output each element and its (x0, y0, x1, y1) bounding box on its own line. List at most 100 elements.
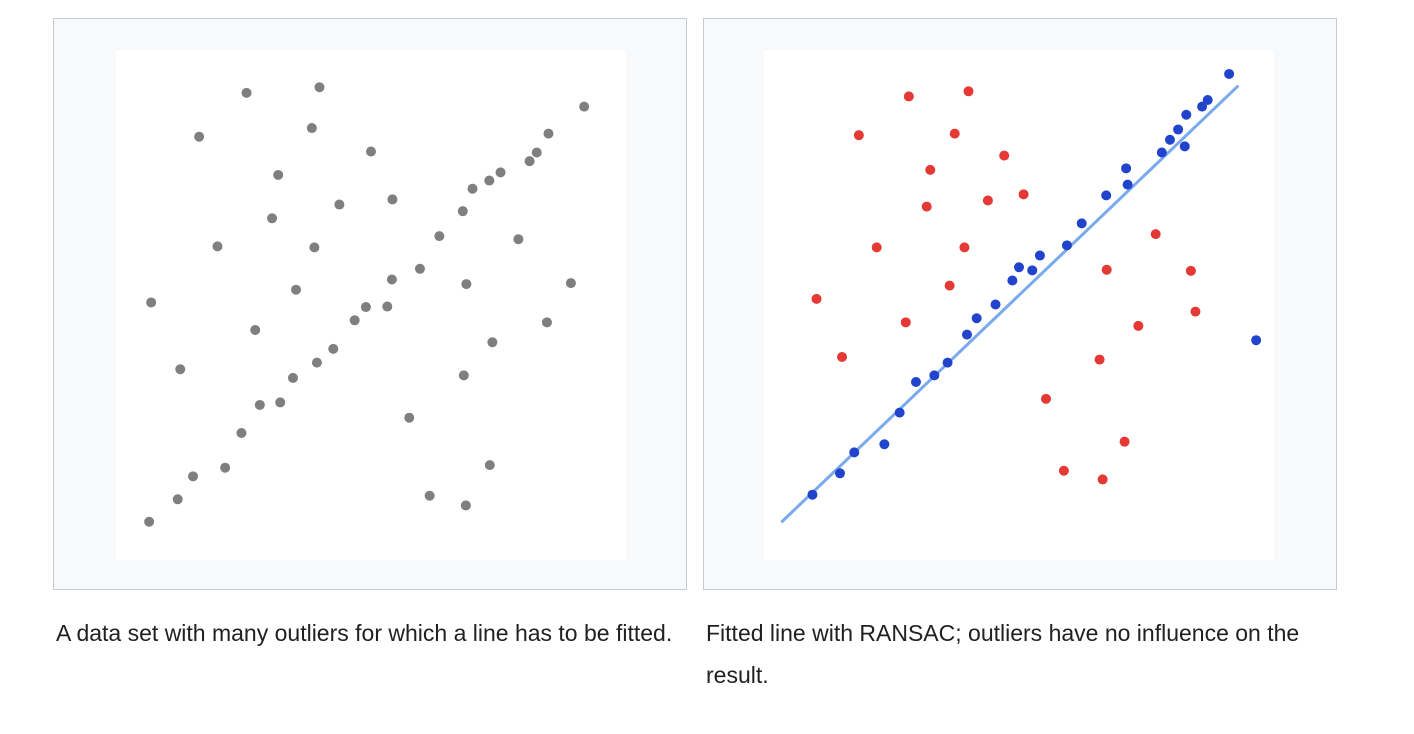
data-point (212, 241, 223, 252)
data-point (1179, 141, 1190, 152)
data-point (1041, 393, 1052, 404)
data-point (1101, 264, 1112, 275)
data-point (460, 500, 471, 511)
data-point (404, 412, 415, 423)
data-point (1014, 262, 1024, 273)
data-point (250, 324, 261, 335)
data-point (306, 123, 317, 134)
data-point (254, 399, 265, 410)
caption-right: Fitted line with RANSAC; outliers have n… (706, 620, 1300, 688)
data-point (424, 490, 435, 501)
data-point (871, 242, 882, 253)
data-point (541, 317, 552, 328)
data-point (944, 280, 955, 291)
data-point (1094, 354, 1105, 365)
data-point (1121, 163, 1132, 174)
data-point (1018, 189, 1029, 200)
data-point (894, 407, 905, 418)
data-point (990, 299, 1001, 310)
data-point (982, 195, 993, 206)
data-point (524, 156, 535, 167)
data-point (853, 130, 864, 141)
data-point (963, 86, 974, 97)
data-point (360, 302, 371, 313)
data-point (172, 494, 183, 505)
data-point (1119, 436, 1130, 447)
data-point (1097, 474, 1108, 485)
data-point (467, 183, 478, 194)
scatter-plot-outliers (116, 50, 626, 560)
data-point (942, 357, 953, 368)
data-point (1101, 190, 1112, 201)
data-point (386, 274, 397, 285)
data-point (275, 397, 286, 408)
data-point (879, 439, 890, 450)
data-point (1197, 101, 1208, 112)
data-point (387, 194, 398, 205)
data-point (484, 175, 495, 186)
data-point (495, 167, 506, 178)
data-point (194, 131, 205, 142)
data-point (309, 242, 320, 253)
data-point (1150, 229, 1161, 240)
data-point (188, 471, 199, 482)
figure-left (53, 18, 687, 590)
data-point (900, 317, 911, 328)
data-point (849, 447, 860, 458)
data-point (1133, 320, 1144, 331)
data-point (175, 364, 186, 375)
plot-area (116, 50, 626, 560)
data-point (1027, 265, 1038, 276)
data-point (1156, 147, 1167, 158)
data-point (457, 206, 468, 217)
data-point (961, 329, 972, 340)
data-point (273, 169, 284, 180)
data-point (811, 293, 822, 304)
data-point (837, 352, 848, 363)
data-point (921, 201, 932, 212)
data-point (531, 147, 542, 158)
data-point (287, 372, 298, 383)
data-point (513, 234, 524, 245)
figure-right (703, 18, 1337, 590)
data-point (267, 213, 278, 224)
data-point (834, 468, 845, 479)
data-point (1251, 335, 1262, 346)
data-point (1164, 134, 1175, 145)
data-point (1185, 265, 1196, 276)
data-point (807, 489, 818, 500)
data-point (334, 199, 345, 210)
data-point (999, 150, 1010, 161)
data-point (458, 370, 469, 381)
data-point (1190, 306, 1201, 317)
data-point (1224, 68, 1235, 79)
data-point (1202, 94, 1213, 105)
data-point (1122, 179, 1133, 190)
data-point (291, 284, 302, 295)
data-point (579, 101, 590, 112)
data-point (220, 462, 231, 473)
data-point (1034, 250, 1045, 261)
data-point (328, 343, 339, 354)
data-point (461, 279, 472, 290)
data-point (1076, 218, 1087, 229)
data-point (543, 128, 554, 139)
data-point (311, 357, 322, 368)
data-point (565, 278, 576, 289)
data-point (349, 315, 360, 326)
caption-left: A data set with many outliers for which … (56, 620, 673, 646)
data-point (971, 313, 982, 324)
data-point (1181, 109, 1192, 120)
data-point (903, 91, 914, 102)
data-point (414, 263, 425, 274)
data-point (1007, 275, 1018, 286)
data-point (144, 516, 155, 527)
data-point (366, 146, 376, 157)
data-point (1061, 240, 1072, 251)
data-point (487, 337, 498, 348)
data-point (910, 377, 921, 388)
data-point (484, 460, 495, 471)
data-point (929, 370, 940, 381)
data-point (959, 242, 970, 253)
data-point (314, 82, 325, 93)
